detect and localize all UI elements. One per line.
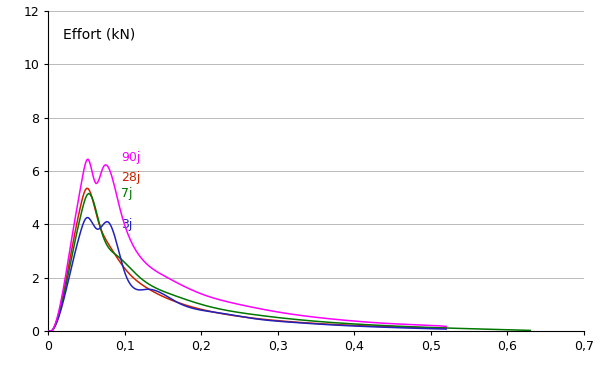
Text: 7j: 7j xyxy=(121,187,132,200)
Text: 90j: 90j xyxy=(121,151,140,164)
Text: Effort (kN): Effort (kN) xyxy=(63,27,135,41)
Text: 28j: 28j xyxy=(121,171,140,184)
Text: 3j: 3j xyxy=(121,218,132,231)
